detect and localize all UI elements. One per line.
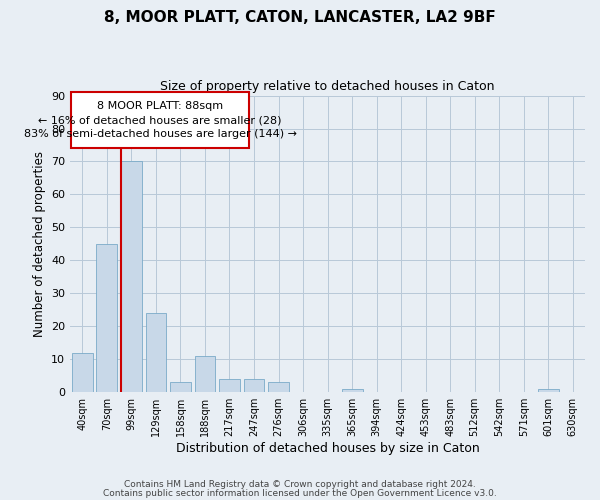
Bar: [72, 352, 93, 392]
Text: 8, MOOR PLATT, CATON, LANCASTER, LA2 9BF: 8, MOOR PLATT, CATON, LANCASTER, LA2 9BF: [104, 10, 496, 25]
Text: Contains public sector information licensed under the Open Government Licence v3: Contains public sector information licen…: [103, 488, 497, 498]
Bar: [341, 389, 362, 392]
Bar: [146, 313, 166, 392]
Bar: [194, 356, 215, 392]
FancyBboxPatch shape: [71, 92, 249, 148]
Bar: [219, 379, 240, 392]
Text: Contains HM Land Registry data © Crown copyright and database right 2024.: Contains HM Land Registry data © Crown c…: [124, 480, 476, 489]
Text: 8 MOOR PLATT: 88sqm
← 16% of detached houses are smaller (28)
83% of semi-detach: 8 MOOR PLATT: 88sqm ← 16% of detached ho…: [24, 102, 297, 140]
Bar: [97, 244, 118, 392]
Bar: [244, 379, 265, 392]
Bar: [268, 382, 289, 392]
Y-axis label: Number of detached properties: Number of detached properties: [32, 151, 46, 337]
Title: Size of property relative to detached houses in Caton: Size of property relative to detached ho…: [160, 80, 495, 93]
Bar: [121, 162, 142, 392]
Bar: [538, 389, 559, 392]
X-axis label: Distribution of detached houses by size in Caton: Distribution of detached houses by size …: [176, 442, 479, 455]
Bar: [170, 382, 191, 392]
